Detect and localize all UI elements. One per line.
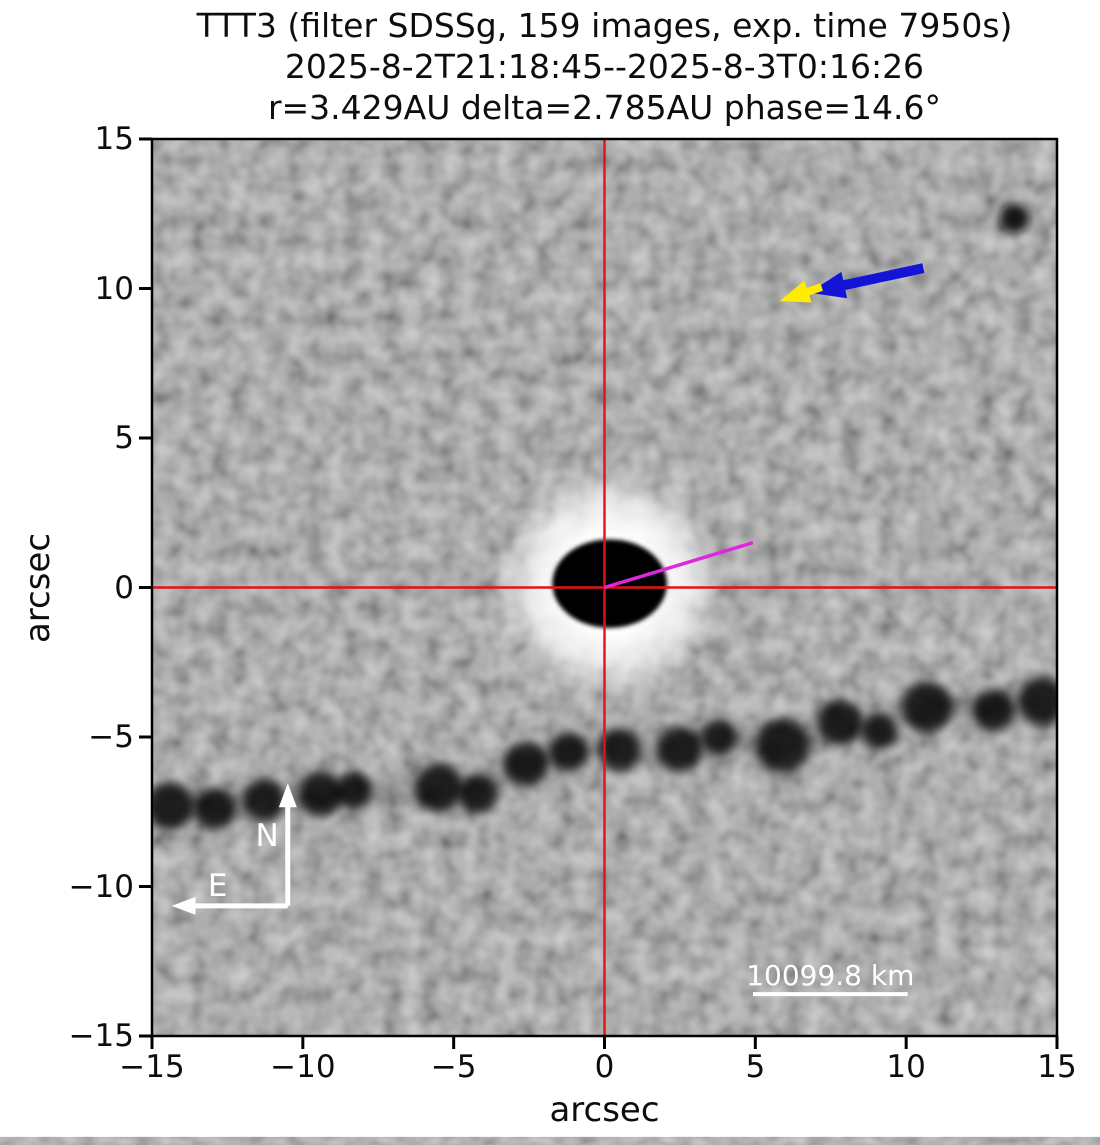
field-star bbox=[999, 203, 1030, 234]
scale-bar-label: 10099.8 km bbox=[746, 959, 914, 992]
x-tick-label: 15 bbox=[1037, 1049, 1077, 1085]
star-trail-blob bbox=[242, 778, 285, 821]
coma-core bbox=[552, 539, 667, 628]
compass-east-label: E bbox=[208, 868, 228, 904]
star-trail-blob bbox=[860, 712, 898, 750]
blue-arrow-shaft bbox=[840, 263, 925, 291]
y-tick-label: −5 bbox=[88, 719, 134, 755]
next-figure-strip-noise bbox=[0, 1137, 1100, 1145]
x-tick-label: −15 bbox=[119, 1049, 185, 1085]
star-trail-blob bbox=[414, 763, 463, 812]
star-trail-blob bbox=[657, 726, 703, 772]
star-trail-blob bbox=[755, 718, 810, 774]
plot-title-line2: 2025-8-2T21:18:45--2025-8-3T0:16:26 bbox=[284, 47, 925, 86]
star-trail-blob bbox=[817, 699, 863, 745]
image-area: NE 10099.8 km bbox=[152, 139, 1057, 1036]
compass-north-label: N bbox=[256, 818, 279, 854]
star-trail-blob bbox=[1017, 677, 1057, 726]
star-trail-blob bbox=[901, 681, 953, 733]
star-trail-blob bbox=[701, 718, 738, 756]
x-tick-label: 10 bbox=[886, 1049, 926, 1085]
star-trail-blob bbox=[503, 741, 549, 787]
plot-title: TTT3 (filter SDSSg, 159 images, exp. tim… bbox=[152, 5, 1057, 128]
y-tick-label: −15 bbox=[68, 1018, 134, 1054]
x-tick-label: −10 bbox=[270, 1049, 336, 1085]
magenta-vector-line bbox=[603, 540, 754, 590]
star-trail-blob bbox=[458, 774, 498, 814]
plot-title-line3: r=3.429AU delta=2.785AU phase=14.6° bbox=[267, 88, 942, 127]
star-trail-blob bbox=[598, 727, 641, 771]
x-tick-label: −5 bbox=[430, 1049, 477, 1085]
star-trail-blob bbox=[972, 688, 1015, 732]
compass-east-arrow-head-icon bbox=[171, 896, 196, 915]
star-trail-blob bbox=[194, 787, 237, 830]
y-tick-label: 15 bbox=[94, 121, 134, 157]
star-trail-blob bbox=[152, 781, 195, 830]
y-axis-label: arcsec bbox=[18, 532, 58, 644]
axes-frame bbox=[139, 137, 1059, 1049]
bottom-strip bbox=[0, 1137, 1100, 1145]
yellow-arrow-head-icon bbox=[779, 280, 812, 303]
plot-image: NE 10099.8 km bbox=[152, 139, 1057, 1036]
x-tick-label: 0 bbox=[594, 1049, 615, 1085]
y-tick-label: −10 bbox=[68, 868, 134, 905]
compass-north-arrow-head-icon bbox=[278, 783, 297, 808]
x-axis-label: arcsec bbox=[549, 1090, 660, 1130]
x-tick-label: 5 bbox=[745, 1049, 766, 1085]
plot-title-line1: TTT3 (filter SDSSg, 159 images, exp. tim… bbox=[196, 6, 1013, 45]
star-trail-blob bbox=[336, 772, 373, 809]
star-trail-blob bbox=[548, 732, 588, 772]
y-tick-label: 0 bbox=[114, 569, 134, 606]
y-tick-label: 10 bbox=[94, 270, 134, 307]
y-tick-label: 5 bbox=[114, 420, 134, 456]
star-trail-blob bbox=[298, 771, 344, 817]
